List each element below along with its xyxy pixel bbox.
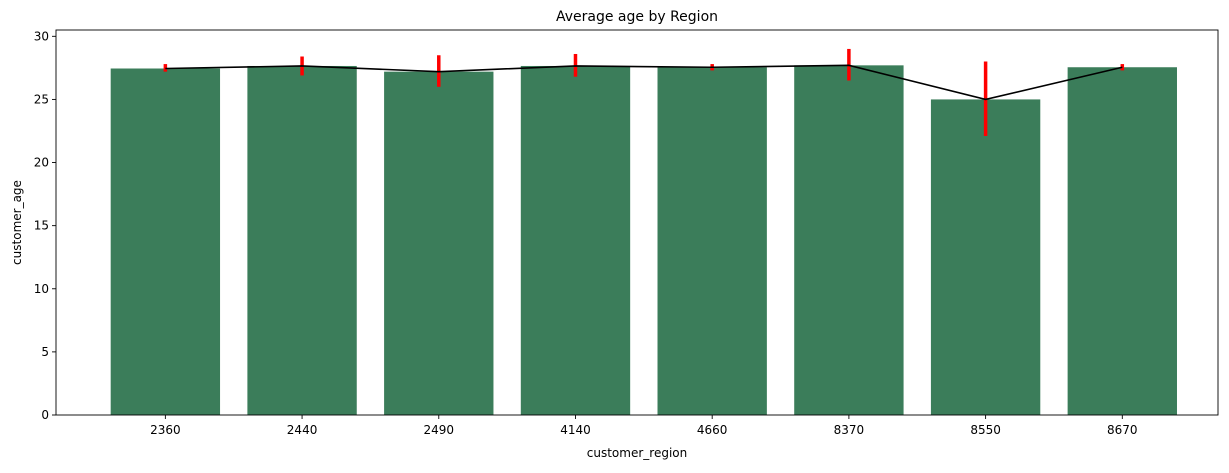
bar-8670 [1067, 67, 1177, 415]
x-tick-label: 2490 [424, 423, 455, 437]
bar-4660 [657, 67, 767, 415]
y-tick-label: 20 [34, 156, 49, 170]
y-tick-label: 15 [34, 219, 49, 233]
bar-4140 [520, 65, 631, 416]
y-tick-label: 25 [34, 92, 49, 106]
bar-2440 [247, 65, 357, 416]
x-tick-label: 8550 [970, 423, 1001, 437]
x-ticks: 2360 2440 2490 4140 4660 8370 8550 8670 [150, 415, 1138, 437]
x-axis-label: customer_region [587, 446, 687, 460]
y-tick-label: 5 [41, 345, 49, 359]
mean-line [165, 64, 1123, 101]
y-axis-label: customer_age [10, 180, 24, 265]
y-tick-label: 0 [41, 408, 49, 422]
bar-2490 [384, 71, 494, 416]
bar-2360 [110, 68, 221, 415]
x-tick-label: 8670 [1107, 423, 1138, 437]
y-tick-label: 30 [34, 29, 49, 43]
x-tick-label: 8370 [834, 423, 865, 437]
y-tick-label: 10 [34, 282, 49, 296]
x-tick-label: 4140 [560, 423, 591, 437]
bars [110, 65, 1177, 416]
plot-border [55, 29, 1219, 416]
x-tick-label: 4660 [697, 423, 728, 437]
x-tick-label: 2440 [287, 423, 318, 437]
bar-8550 [930, 99, 1041, 415]
axes-frame [55, 29, 1219, 416]
bar-8370 [794, 65, 904, 415]
y-ticks: 0 5 10 15 20 25 30 [34, 29, 56, 422]
x-tick-label: 2360 [150, 423, 181, 437]
chart-title: Average age by Region [556, 9, 718, 25]
